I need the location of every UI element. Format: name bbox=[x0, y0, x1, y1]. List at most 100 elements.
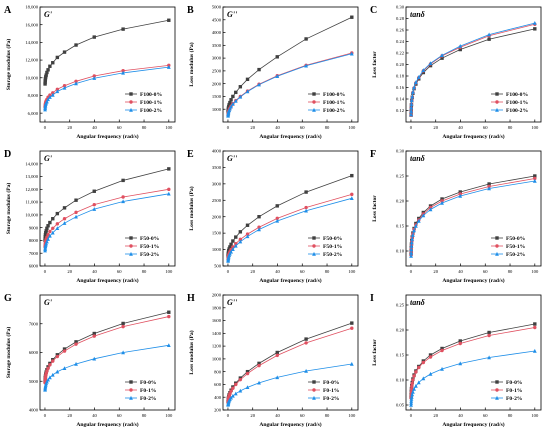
panel-g-series-2-point bbox=[62, 349, 67, 353]
panel-c-annotation: tanδ bbox=[410, 10, 425, 19]
panel-f-letter: F bbox=[370, 149, 376, 160]
panel-d-series-3-point bbox=[166, 191, 171, 196]
panel-h-series-1-point bbox=[257, 361, 261, 366]
panel-d-xtick-label: 60 bbox=[117, 269, 122, 274]
panel-i-series-3-point bbox=[409, 402, 413, 407]
panel-i-legend-marker bbox=[495, 395, 499, 400]
panel-d-ylabel: Storage modulus (Pa) bbox=[5, 183, 12, 235]
panel-f-series-3-point bbox=[409, 240, 414, 245]
panel-i-legend-label: F0-2% bbox=[506, 396, 523, 402]
panel-f-series-2-point bbox=[533, 176, 537, 181]
panel-d-ytick-label: 8000 bbox=[29, 238, 39, 243]
panel-h-series-3-point bbox=[304, 368, 309, 373]
panel-d-series-2-point bbox=[48, 229, 52, 234]
panel-a-series-1-point bbox=[45, 70, 49, 75]
panel-a-series-2-point bbox=[51, 91, 55, 95]
panel-b-series-3-point bbox=[233, 98, 238, 103]
panel-c-legend-label: F100-2% bbox=[506, 108, 528, 114]
panel-c-series-1-point bbox=[487, 37, 491, 41]
panel-d-series-3 bbox=[43, 191, 171, 253]
panel-c-series-3-point bbox=[413, 80, 418, 85]
panel-i-series-2-point bbox=[458, 341, 462, 346]
panel-d-ytick-label: 7000 bbox=[29, 251, 39, 256]
panel-h-series-3-point bbox=[349, 361, 354, 366]
panel-a: A G' 0 20 40 60 80 100 6,000 8,000 10,000 12,000 14,… bbox=[4, 5, 176, 140]
panel-b-series-3-point bbox=[228, 106, 232, 111]
panel-c-series-3-point bbox=[409, 98, 414, 102]
panel-d-series-1-point bbox=[46, 224, 50, 228]
panel-d-series-2-point bbox=[167, 187, 171, 192]
panel-b-series-3-point bbox=[238, 94, 243, 99]
panel-a-axes-frame bbox=[39, 6, 176, 123]
panel-e-legend-label: F50-1% bbox=[323, 244, 343, 250]
panel-e-series-3-point bbox=[233, 243, 238, 248]
panel-h-series-1-point bbox=[245, 369, 250, 374]
panel-b-series-1-point bbox=[350, 15, 354, 19]
panel-e-series-3-point bbox=[275, 218, 280, 223]
panel-b-series-3-point bbox=[257, 82, 261, 87]
panel-e-ytick-label: 1000 bbox=[212, 247, 222, 252]
panel-g-series-3-point bbox=[121, 350, 126, 355]
panel-g-series-1-point bbox=[92, 331, 96, 336]
panel-i-series-2-point bbox=[533, 325, 537, 330]
panel-h-series-2-point bbox=[245, 371, 250, 376]
panel-i-series-3-point bbox=[487, 355, 492, 360]
panel-i-series-3-point bbox=[409, 400, 414, 405]
panel-d-legend-label: F50-1% bbox=[140, 244, 160, 250]
panel-d-ytick-label: 10,000 bbox=[25, 212, 38, 218]
panel-b-series-3 bbox=[226, 51, 354, 118]
panel-b-series-3-point bbox=[304, 63, 309, 68]
panel-c-ytick-label: 0.24 bbox=[396, 39, 405, 44]
panel-b-series-1-point bbox=[275, 55, 279, 59]
panel-e-ytick-label: 2500 bbox=[212, 198, 222, 203]
panel-a-legend-label: F100-0% bbox=[140, 92, 162, 98]
panel-c-series-3-point bbox=[409, 102, 414, 106]
panel-a-series-3-point bbox=[166, 65, 171, 69]
panel-c-series-3-point bbox=[409, 112, 413, 117]
panel-f-series-3-point bbox=[409, 253, 413, 258]
panel-d-ytick-label: 9000 bbox=[29, 225, 39, 230]
panel-e-series-3-point bbox=[228, 251, 232, 256]
panel-f-series-1-point bbox=[440, 197, 444, 201]
panel-g-series-3-point bbox=[55, 369, 60, 374]
panel-h-series-3-point bbox=[229, 395, 233, 400]
panel-f-ytick-label: 0.20 bbox=[396, 199, 405, 204]
panel-d-xlabel: Angular frequency (rad/s) bbox=[76, 277, 138, 284]
panel-d-series-1-point bbox=[92, 189, 96, 193]
panel-i-ytick-label: 0.20 bbox=[396, 328, 405, 333]
panel-i-xtick-label: 40 bbox=[458, 413, 463, 418]
panel-c-series-3 bbox=[409, 21, 537, 117]
panel-i-series-2-point bbox=[414, 370, 418, 374]
panel-i-series-2-point bbox=[411, 378, 415, 382]
panel-e-series-1-point bbox=[238, 230, 243, 234]
panel-d-series-2-point bbox=[62, 217, 67, 221]
panel-f-xtick-label: 60 bbox=[483, 269, 488, 274]
panel-a-series-1-point bbox=[51, 61, 55, 65]
panel-g-xtick-label: 80 bbox=[142, 413, 147, 418]
panel-c-series-3-point bbox=[416, 75, 421, 79]
panel-f-xtick-label: 0 bbox=[410, 269, 413, 274]
panel-g-xtick-label: 0 bbox=[44, 413, 47, 418]
panel-e: E G'' 0 20 40 60 80 100 500 1000 1500 2000 2500 3000 3… bbox=[187, 149, 359, 284]
panel-d-xtick-label: 20 bbox=[67, 269, 72, 274]
panel-e-series-1-point bbox=[275, 204, 279, 208]
panel-h-letter: H bbox=[187, 293, 195, 304]
panel-h-annotation: G'' bbox=[227, 298, 238, 307]
panel-c-ytick-label: 0.30 bbox=[396, 5, 405, 10]
panel-d-series-2-point bbox=[55, 222, 60, 226]
panel-d-series-1-point bbox=[45, 226, 49, 231]
panel-d-ytick-label: 13,000 bbox=[25, 174, 38, 180]
panel-c-series-3-point bbox=[410, 94, 415, 99]
panel-c-series-3-point bbox=[412, 85, 416, 90]
panel-a-ytick-label: 8,000 bbox=[28, 93, 39, 99]
panel-i-series-3-point bbox=[409, 396, 414, 401]
panel-a-series-1-point bbox=[44, 75, 48, 79]
panel-f-legend-marker bbox=[495, 236, 499, 240]
panel-i-series-3-point bbox=[532, 348, 537, 353]
panel-f-xtick-label: 20 bbox=[433, 269, 438, 274]
panel-g-series-2-point bbox=[121, 324, 125, 329]
panel-g-legend-marker bbox=[129, 380, 133, 384]
panel-a-series-1-point bbox=[121, 27, 125, 31]
